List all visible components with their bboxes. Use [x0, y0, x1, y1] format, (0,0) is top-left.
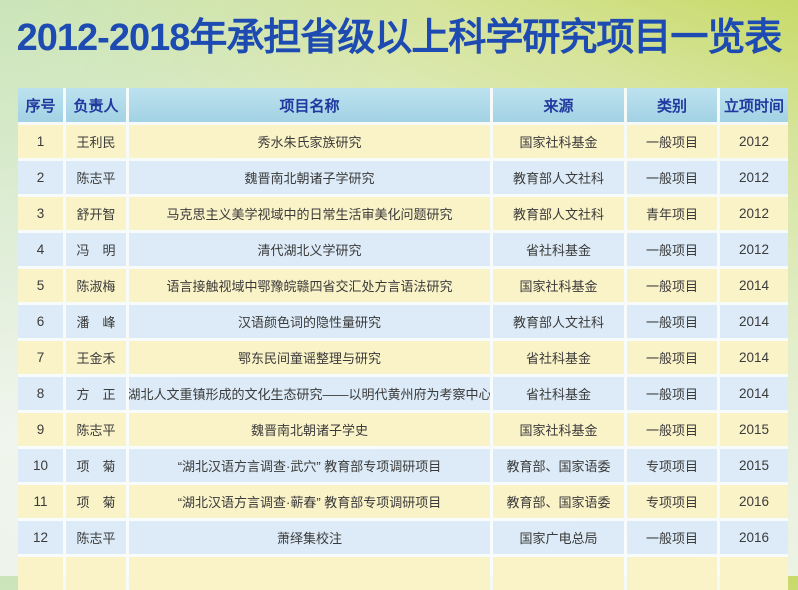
cell-source: 教育部人文社科: [493, 197, 624, 230]
table-row: 7 王金禾 鄂东民间童谣整理与研究 省社科基金 一般项目 2014: [18, 341, 788, 374]
cell-project-name: 清代湖北义学研究: [129, 233, 490, 266]
cell-leader: 冯 明: [66, 233, 126, 266]
cell-index: 12: [18, 521, 63, 554]
cell-year: 2014: [720, 377, 788, 410]
cell-year: 2012: [720, 197, 788, 230]
column-header-leader: 负责人: [66, 88, 126, 122]
cell-source: 国家社科基金: [493, 125, 624, 158]
cell-index: 4: [18, 233, 63, 266]
cell-source: 国家广电总局: [493, 521, 624, 554]
cell-leader: 陈志平: [66, 413, 126, 446]
table-row: 3 舒开智 马克思主义美学视域中的日常生活审美化问题研究 教育部人文社科 青年项…: [18, 197, 788, 230]
column-header-source: 来源: [493, 88, 624, 122]
cell-category: 一般项目: [627, 377, 717, 410]
cell-source: 教育部、国家语委: [493, 485, 624, 518]
cell-year: 2012: [720, 161, 788, 194]
cell-category: 一般项目: [627, 233, 717, 266]
cell-index: 6: [18, 305, 63, 338]
cell-project-name: 汉语颜色词的隐性量研究: [129, 305, 490, 338]
cell-project-name: 魏晋南北朝诸子学史: [129, 413, 490, 446]
cell-project-name: “湖北汉语方言调查·武穴” 教育部专项调研项目: [129, 449, 490, 482]
cell-project-name: 萧绎集校注: [129, 521, 490, 554]
cell-category: 一般项目: [627, 341, 717, 374]
cell-year: 2014: [720, 305, 788, 338]
table-row: 6 潘 峰 汉语颜色词的隐性量研究 教育部人文社科 一般项目 2014: [18, 305, 788, 338]
cell-leader: 潘 峰: [66, 305, 126, 338]
cell-project-name: 秀水朱氏家族研究: [129, 125, 490, 158]
cell-leader: 舒开智: [66, 197, 126, 230]
cell-leader: 项 菊: [66, 449, 126, 482]
cell-leader: 项 菊: [66, 485, 126, 518]
cell-project-name: 鄂东民间童谣整理与研究: [129, 341, 490, 374]
projects-table: 序号 负责人 项目名称 来源 类别 立项时间 1 王利民 秀水朱氏家族研究 国家…: [18, 88, 788, 590]
cell-leader: 陈志平: [66, 521, 126, 554]
cell-source: 国家社科基金: [493, 413, 624, 446]
cell-year: 2014: [720, 341, 788, 374]
cell-leader: 陈志平: [66, 161, 126, 194]
cell-source: 国家社科基金: [493, 269, 624, 302]
cell-project-name: “湖北汉语方言调查·蕲春” 教育部专项调研项目: [129, 485, 490, 518]
cell-year: 2012: [720, 125, 788, 158]
cell-project-name: 湖北人文重镇形成的文化生态研究——以明代黄州府为考察中心: [129, 377, 490, 410]
cell-year: 2014: [720, 269, 788, 302]
table-row: 2 陈志平 魏晋南北朝诸子学研究 教育部人文社科 一般项目 2012: [18, 161, 788, 194]
table-row: 11 项 菊 “湖北汉语方言调查·蕲春” 教育部专项调研项目 教育部、国家语委 …: [18, 485, 788, 518]
cell-year: 2016: [720, 485, 788, 518]
column-header-name: 项目名称: [129, 88, 490, 122]
page: 2012-2018年承担省级以上科学研究项目一览表 序号 负责人 项目名称 来源…: [0, 14, 798, 590]
table-row: 4 冯 明 清代湖北义学研究 省社科基金 一般项目 2012: [18, 233, 788, 266]
cell-index: 7: [18, 341, 63, 374]
cell-index: 5: [18, 269, 63, 302]
cell-category: 一般项目: [627, 413, 717, 446]
cell-project-name: 马克思主义美学视域中的日常生活审美化问题研究: [129, 197, 490, 230]
cell-category: 专项项目: [627, 449, 717, 482]
cell-year: 2015: [720, 413, 788, 446]
cell-project-name: 语言接触视域中鄂豫皖赣四省交汇处方言语法研究: [129, 269, 490, 302]
table-row: 12 陈志平 萧绎集校注 国家广电总局 一般项目 2016: [18, 521, 788, 554]
column-header-index: 序号: [18, 88, 63, 122]
cell-index: 8: [18, 377, 63, 410]
cell-source: 教育部人文社科: [493, 305, 624, 338]
cell-category: 青年项目: [627, 197, 717, 230]
cell-category: 一般项目: [627, 269, 717, 302]
cell-index: 10: [18, 449, 63, 482]
cell-category: 一般项目: [627, 305, 717, 338]
cell-source: 教育部、国家语委: [493, 449, 624, 482]
page-title: 2012-2018年承担省级以上科学研究项目一览表: [16, 17, 783, 59]
table-row: 10 项 菊 “湖北汉语方言调查·武穴” 教育部专项调研项目 教育部、国家语委 …: [18, 449, 788, 482]
table-row: 9 陈志平 魏晋南北朝诸子学史 国家社科基金 一般项目 2015: [18, 413, 788, 446]
table-row: 1 王利民 秀水朱氏家族研究 国家社科基金 一般项目 2012: [18, 125, 788, 158]
cell-category: 一般项目: [627, 521, 717, 554]
cell-index: 3: [18, 197, 63, 230]
cell-category: 一般项目: [627, 161, 717, 194]
cell-index: 9: [18, 413, 63, 446]
cell-source: 省社科基金: [493, 233, 624, 266]
cell-leader: 王金禾: [66, 341, 126, 374]
cell-leader: 王利民: [66, 125, 126, 158]
table-row: 5 陈淑梅 语言接触视域中鄂豫皖赣四省交汇处方言语法研究 国家社科基金 一般项目…: [18, 269, 788, 302]
cell-index: 2: [18, 161, 63, 194]
column-header-year: 立项时间: [720, 88, 788, 122]
cell-year: 2015: [720, 449, 788, 482]
cell-source: 教育部人文社科: [493, 161, 624, 194]
cell-year: 2016: [720, 521, 788, 554]
cell-category: 一般项目: [627, 125, 717, 158]
cell-project-name: 魏晋南北朝诸子学研究: [129, 161, 490, 194]
column-header-category: 类别: [627, 88, 717, 122]
cell-source: 省社科基金: [493, 377, 624, 410]
table-header-row: 序号 负责人 项目名称 来源 类别 立项时间: [18, 88, 788, 122]
cell-category: 专项项目: [627, 485, 717, 518]
cell-year: 2012: [720, 233, 788, 266]
cell-leader: 陈淑梅: [66, 269, 126, 302]
cell-leader: 方 正: [66, 377, 126, 410]
table-row: 8 方 正 湖北人文重镇形成的文化生态研究——以明代黄州府为考察中心 省社科基金…: [18, 377, 788, 410]
cell-index: 1: [18, 125, 63, 158]
cell-source: 省社科基金: [493, 341, 624, 374]
cell-index: 11: [18, 485, 63, 518]
